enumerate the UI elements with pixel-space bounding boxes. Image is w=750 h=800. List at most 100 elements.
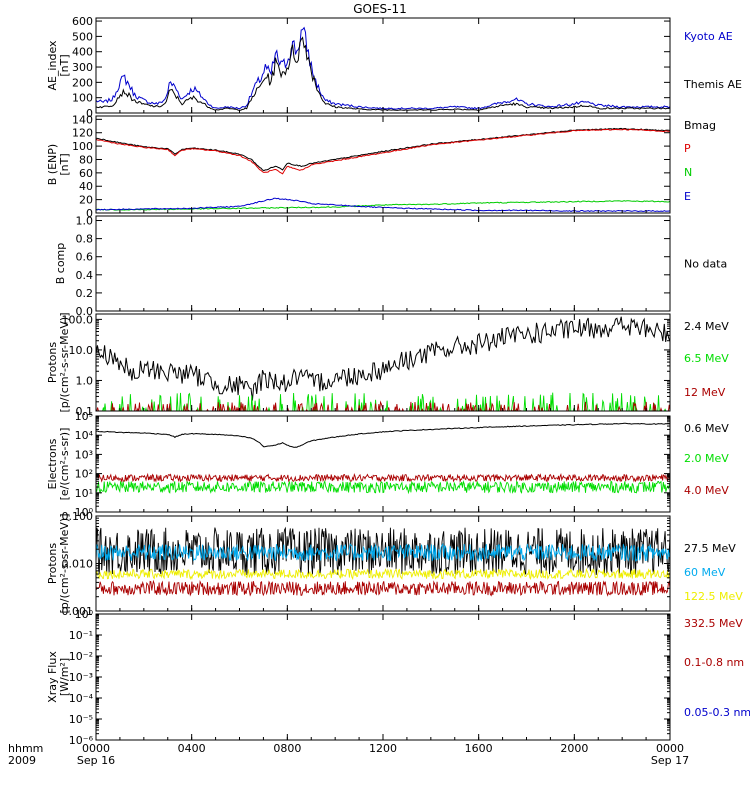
legend-protons_low-0: 2.4 MeV (684, 320, 729, 333)
series-protons_low-2-4-mev (96, 316, 670, 401)
panel-bcomp: 0.0 0.2 0.4 0.6 0.8 1.0 B comp No data (54, 215, 727, 318)
ytick-label: 10⁻³ (69, 671, 93, 684)
series-ae-kyoto-ae (96, 26, 670, 110)
ytick-label: 10⁵ (75, 410, 93, 423)
ytick-label: 10⁰ (75, 608, 94, 621)
ytick-label: 20 (79, 194, 93, 207)
series-protons_high-332-5-mev (96, 579, 670, 597)
panel-bfield-series (96, 127, 670, 213)
panel-bcomp-frame (95, 215, 671, 312)
panel-protons_low-ylabel: [p/(cm²-s-sr-MeV)] (58, 313, 71, 413)
panel-electrons: 10⁰ 10¹ 10² 10³ 10⁴ 10⁵ Electrons [e/(cm²-s-sr)… (46, 410, 729, 519)
panel-protons_low: 0.1 1.0 10.0 100.0 Protons [p/(cm²-s-sr-MeV)]… (46, 313, 729, 419)
ytick-label: 0.4 (76, 269, 94, 282)
legend-protons_high-0: 27.5 MeV (684, 542, 736, 555)
legend-protons_high-2: 122.5 MeV (684, 590, 743, 603)
xtick-label: 0000 (82, 742, 110, 755)
ytick-label: 0 (86, 207, 93, 220)
panel-protons_high: 0.001 0.010 0.100 Protons [p/(cm²-s-sr-MeV)]… (46, 510, 743, 630)
series-electrons-4-0-mev (96, 472, 670, 483)
legend-protons_high-3: 332.5 MeV (684, 617, 743, 630)
panel-xray-ylabel: [W/m²] (58, 658, 71, 696)
ytick-label: 1.0 (76, 374, 94, 387)
series-bfield-p (96, 128, 670, 175)
ytick-label: 10⁻¹ (69, 629, 93, 642)
legend-electrons-2: 4.0 MeV (684, 484, 729, 497)
ytick-label: 0.010 (62, 558, 94, 571)
ytick-label: 80 (79, 153, 93, 166)
panel-protons_low-series (96, 316, 670, 411)
ytick-label: 200 (72, 76, 93, 89)
panel-bfield-ylabel: B (ENP) (46, 144, 59, 185)
panel-protons_high-frame (95, 515, 671, 612)
panel-xray-ylabel: Xray Flux (46, 651, 59, 703)
legend-xray-0: 0.1-0.8 nm (684, 656, 744, 669)
ytick-label: 10⁴ (75, 429, 94, 442)
ytick-label: 100 (72, 140, 93, 153)
series-bfield-bmag (96, 127, 670, 172)
ytick-label: 400 (72, 46, 93, 59)
ytick-label: 0.0 (76, 305, 94, 318)
x-axis-label-year: 2009 (8, 754, 36, 767)
ytick-label: 100 (72, 92, 93, 105)
ytick-label: 10¹ (75, 487, 93, 500)
panel-bcomp-no-data: No data (684, 258, 727, 271)
xtick-label: 1200 (369, 742, 397, 755)
ytick-label: 100.0 (62, 313, 94, 326)
legend-bfield-3: E (684, 190, 691, 203)
panel-electrons-ylabel: [e/(cm²-s-sr)] (58, 428, 71, 501)
ytick-label: 0.6 (76, 251, 94, 264)
xtick-label: 0400 (178, 742, 206, 755)
legend-electrons-1: 2.0 MeV (684, 452, 729, 465)
panel-protons_high-ylabel: Protons (46, 543, 59, 584)
panel-bfield-ylabel: [nT] (58, 153, 71, 175)
x-axis: hhmm 2009 Sep 16 Sep 17 0000 0400 0800 1200… (8, 742, 689, 767)
series-electrons-2-0-mev (96, 479, 670, 495)
ytick-label: 120 (72, 127, 93, 140)
series-protons_high-122-5-mev (96, 567, 670, 581)
panel-ae: 0 100 200 300 400 500 600 AE_index [nT] Kyoto AE T… (46, 15, 742, 120)
panel-protons_high-ylabel: [p/(cm²-s-sr-MeV)] (58, 514, 71, 614)
xtick-label: 1600 (465, 742, 493, 755)
panel-electrons-frame (95, 415, 671, 513)
legend-protons_low-1: 6.5 MeV (684, 352, 729, 365)
panel-electrons-series (96, 422, 670, 495)
ytick-label: 10² (75, 468, 93, 481)
panel-xray-frame (95, 613, 671, 741)
x-axis-label-hhmm: hhmm (8, 742, 43, 755)
series-protons_high-27-5-mev (96, 526, 670, 576)
x-axis-date-end: Sep 17 (651, 754, 689, 767)
ytick-label: 140 (72, 113, 93, 126)
xtick-label: 0800 (273, 742, 301, 755)
ytick-label: 0.2 (76, 287, 94, 300)
ytick-label: 300 (72, 61, 93, 74)
ytick-label: 10⁻⁵ (69, 713, 93, 726)
legend-bfield-0: Bmag (684, 119, 716, 132)
ytick-label: 10⁻² (69, 650, 93, 663)
series-ae-themis-ae (96, 36, 670, 111)
panel-electrons-ylabel: Electrons (46, 438, 59, 489)
ytick-label: 10⁻⁴ (69, 692, 94, 705)
panel-bcomp-ylabel: B comp (54, 243, 67, 285)
ytick-label: 0 (86, 107, 93, 120)
legend-ae-1: Themis AE (683, 78, 742, 91)
legend-bfield-1: P (684, 142, 691, 155)
legend-xray-1: 0.05-0.3 nm (684, 706, 750, 719)
panel-xray: 10⁻⁶ 10⁻⁵ 10⁻⁴ 10⁻³ 10⁻² 10⁻¹ 10⁰ Xray Flux [W/m… (46, 608, 750, 747)
legend-protons_low-2: 12 MeV (684, 386, 726, 399)
x-axis-date-start: Sep 16 (77, 754, 115, 767)
panel-protons_high-series (96, 526, 670, 597)
ytick-label: 10⁰ (75, 506, 94, 519)
xtick-label: 2000 (560, 742, 588, 755)
ytick-label: 600 (72, 15, 93, 28)
panel-ae-ylabel: AE_index (46, 40, 59, 91)
xtick-label: 0000 (656, 742, 684, 755)
ytick-label: 1.0 (76, 215, 94, 228)
series-electrons-0-6-mev (96, 422, 670, 448)
panel-ae-series (96, 26, 670, 111)
ytick-label: 0.100 (62, 510, 94, 523)
ytick-label: 0.8 (76, 233, 94, 246)
series-protons_high-60-mev (96, 542, 670, 563)
